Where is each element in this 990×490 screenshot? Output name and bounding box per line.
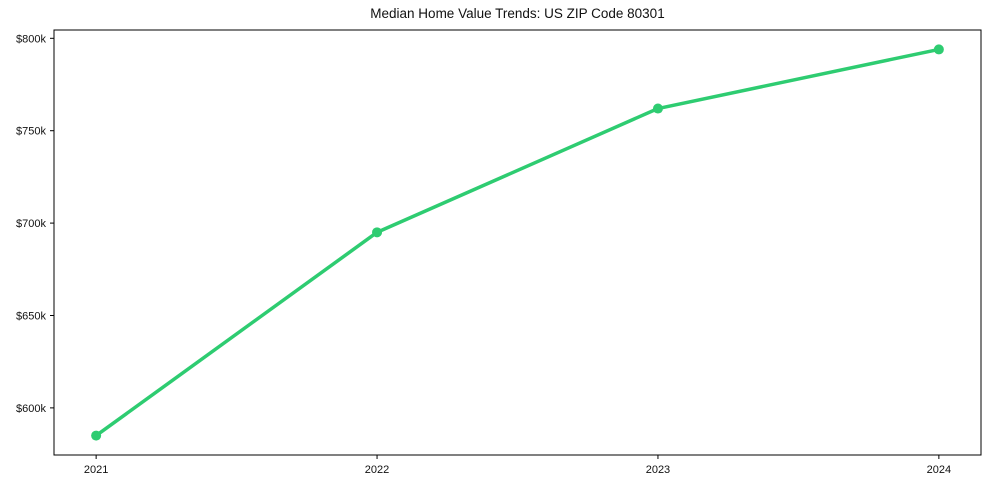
- y-axis-tick-label: $800k: [16, 33, 46, 45]
- y-axis-tick-label: $700k: [16, 218, 46, 230]
- y-axis-tick-label: $750k: [16, 126, 46, 138]
- data-point-marker: [372, 227, 383, 238]
- data-point-marker: [652, 103, 663, 114]
- data-point-marker: [91, 430, 102, 441]
- x-axis-tick-label: 2024: [927, 464, 951, 476]
- x-axis-tick-label: 2021: [84, 464, 108, 476]
- plot-border: [53, 29, 982, 456]
- chart-title: Median Home Value Trends: US ZIP Code 80…: [370, 6, 665, 21]
- y-axis-tick-label: $600k: [16, 403, 46, 415]
- y-axis-tick-label: $650k: [16, 310, 46, 322]
- x-axis-tick-label: 2023: [646, 464, 670, 476]
- trend-line: [94, 47, 941, 438]
- x-axis-tick-label: 2022: [365, 464, 389, 476]
- data-point-marker: [933, 44, 944, 55]
